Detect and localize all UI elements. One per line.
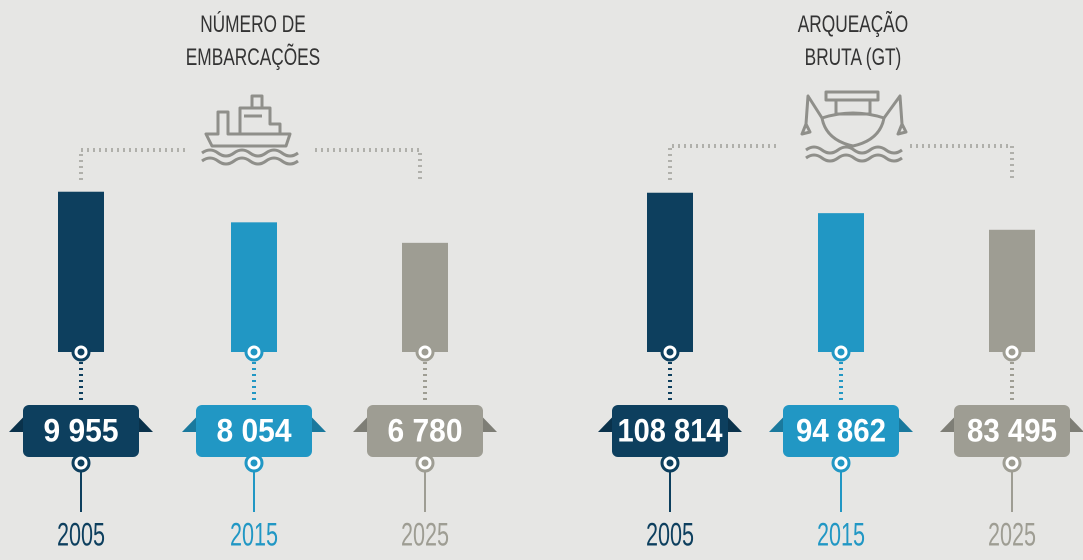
chart-title: NÚMERO DE EMBARCAÇÕES bbox=[185, 11, 321, 71]
marker-dot bbox=[421, 459, 429, 467]
marker-dot bbox=[77, 348, 85, 356]
marker-dot bbox=[666, 348, 674, 356]
bar bbox=[818, 213, 864, 352]
marker-dot bbox=[1008, 348, 1016, 356]
year-label: 2015 bbox=[817, 516, 865, 552]
ribbon bbox=[783, 405, 899, 457]
bar bbox=[58, 191, 104, 352]
ribbon bbox=[367, 405, 483, 457]
value-label: 83 495 bbox=[967, 412, 1057, 448]
year-label: 2015 bbox=[230, 516, 278, 552]
value-label: 8 054 bbox=[217, 412, 292, 448]
value-label: 94 862 bbox=[796, 412, 886, 448]
marker-dot bbox=[250, 348, 258, 356]
value-label: 108 814 bbox=[618, 412, 723, 448]
trawler-icon bbox=[800, 90, 908, 163]
bar bbox=[647, 192, 693, 352]
ribbon bbox=[954, 405, 1070, 457]
marker-dot bbox=[250, 459, 258, 467]
bar bbox=[402, 242, 448, 352]
ribbon bbox=[196, 405, 312, 457]
value-label: 6 780 bbox=[388, 412, 463, 448]
marker-dot bbox=[837, 348, 845, 356]
bar bbox=[231, 222, 277, 352]
ship-icon bbox=[201, 94, 299, 166]
ribbon bbox=[23, 405, 139, 457]
ribbon bbox=[612, 405, 728, 457]
marker-dot bbox=[1008, 459, 1016, 467]
chart-title: ARQUEAÇÃO BRUTA (GT) bbox=[797, 11, 909, 71]
year-label: 2025 bbox=[401, 516, 449, 552]
marker-dot bbox=[421, 348, 429, 356]
marker-dot bbox=[666, 459, 674, 467]
marker-dot bbox=[837, 459, 845, 467]
year-label: 2025 bbox=[988, 516, 1036, 552]
value-label: 9 955 bbox=[44, 412, 119, 448]
connector bbox=[79, 144, 1014, 180]
year-label: 2005 bbox=[646, 516, 694, 552]
bar bbox=[989, 229, 1035, 352]
year-label: 2005 bbox=[57, 516, 105, 552]
marker-dot bbox=[77, 459, 85, 467]
